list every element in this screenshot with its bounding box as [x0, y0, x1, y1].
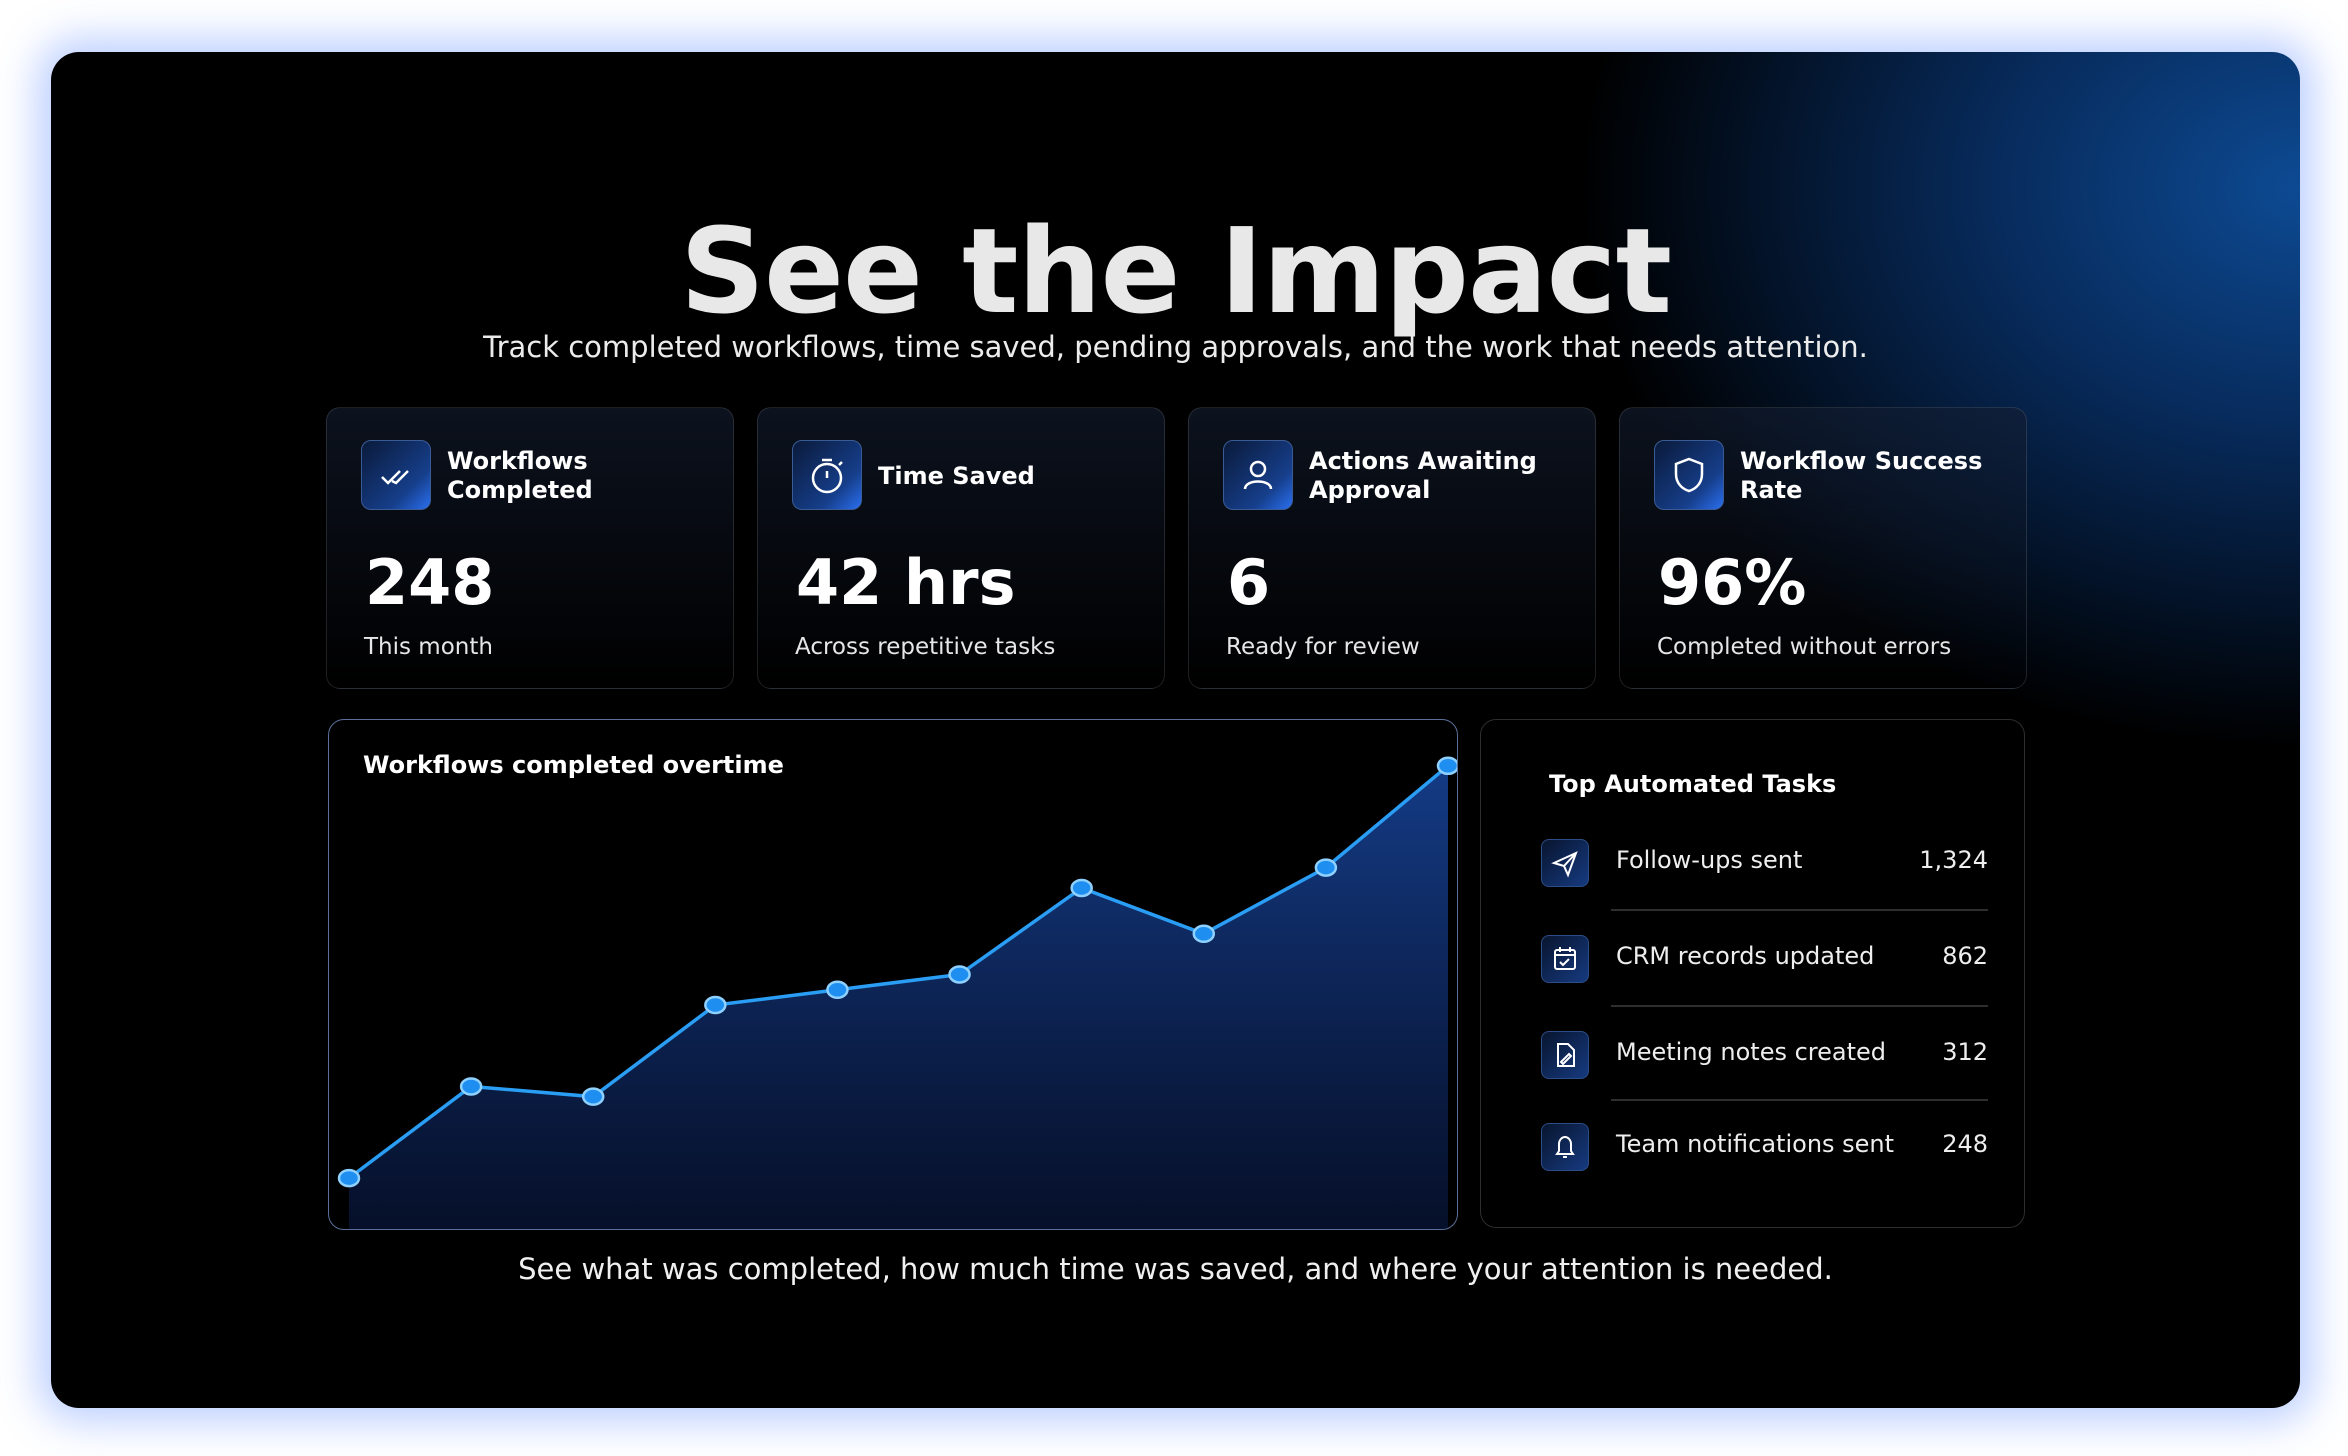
task-label: CRM records updated	[1616, 942, 1875, 970]
task-value: 862	[1942, 942, 1988, 970]
task-value: 1,324	[1919, 846, 1988, 874]
stat-icon	[1654, 440, 1724, 510]
stat-label: Actions Awaiting Approval	[1309, 447, 1537, 504]
icon-glyph	[1555, 1135, 1575, 1158]
task-value: 312	[1942, 1038, 1988, 1066]
title: See the Impact	[680, 202, 1672, 340]
point	[1070, 878, 1093, 898]
icon-glyph	[811, 458, 843, 494]
task-icon	[1541, 1123, 1589, 1171]
stat-label: Workflow Success Rate	[1740, 447, 1983, 504]
divider	[1611, 1005, 1988, 1007]
task-icon	[1541, 935, 1589, 983]
stat-card: Actions Awaiting Approval 6 Ready for revi…	[1188, 407, 1596, 689]
point	[337, 1168, 361, 1188]
point	[948, 965, 971, 984]
divider	[1611, 1099, 1988, 1101]
icon-glyph	[1551, 851, 1578, 878]
point	[1436, 756, 1457, 776]
chart-panel: Workflows completed overtime	[328, 719, 1458, 1230]
stat-value: 96%	[1658, 546, 1807, 619]
stat-card: Workflows Completed 248 This month	[326, 407, 734, 689]
icon-glyph	[1554, 947, 1576, 970]
chart-title: Workflows completed overtime	[363, 751, 784, 779]
stat-value: 248	[365, 546, 495, 619]
icon-glyph	[1243, 460, 1273, 490]
point	[1192, 924, 1216, 944]
stat-icon	[1223, 440, 1293, 510]
impact-section: See the Impact Track completed workflows…	[51, 52, 2300, 1408]
line	[347, 764, 1450, 1180]
icon-glyph	[1557, 1043, 1575, 1067]
stat-value: 6	[1227, 546, 1271, 619]
stat-label: Workflows Completed	[447, 447, 593, 504]
divider	[1611, 909, 1988, 911]
task-label: Follow-ups sent	[1616, 846, 1803, 874]
stat-card: Workflow Success Rate 96% Completed withou…	[1619, 407, 2027, 689]
tasks-panel: Top Automated Tasks Follow-ups sent 1,324…	[1480, 719, 2025, 1228]
point	[581, 1087, 605, 1106]
stat-note: Across repetitive tasks	[795, 634, 1056, 660]
stat-icon	[792, 440, 862, 510]
stat-icon	[361, 440, 431, 510]
task-label: Meeting notes created	[1616, 1038, 1887, 1066]
subtitle: Track completed workflows, time saved, p…	[483, 330, 1868, 364]
point	[1314, 858, 1338, 877]
stat-value: 42 hrs	[796, 546, 1016, 619]
task-icon	[1541, 839, 1589, 887]
stat-label: Time Saved	[878, 461, 1035, 490]
task-label: Team notifications sent	[1616, 1130, 1895, 1158]
stat-note: Completed without errors	[1657, 634, 1952, 660]
stat-note: This month	[364, 634, 493, 660]
task-icon	[1541, 1031, 1589, 1079]
area	[349, 765, 1448, 1229]
chart: Workflows completed overtime	[337, 751, 1457, 1229]
task-value: 248	[1942, 1130, 1988, 1158]
point	[459, 1077, 483, 1096]
stat-note: Ready for review	[1226, 634, 1420, 660]
icon-glyph	[381, 470, 409, 485]
point	[704, 995, 727, 1015]
tasks-title: Top Automated Tasks	[1549, 770, 1837, 798]
icon-glyph	[1674, 457, 1704, 493]
point	[826, 980, 849, 1000]
footer-text: See what was completed, how much time wa…	[518, 1252, 1833, 1286]
stat-card: Time Saved 42 hrs Across repetitive tasks	[757, 407, 1165, 689]
